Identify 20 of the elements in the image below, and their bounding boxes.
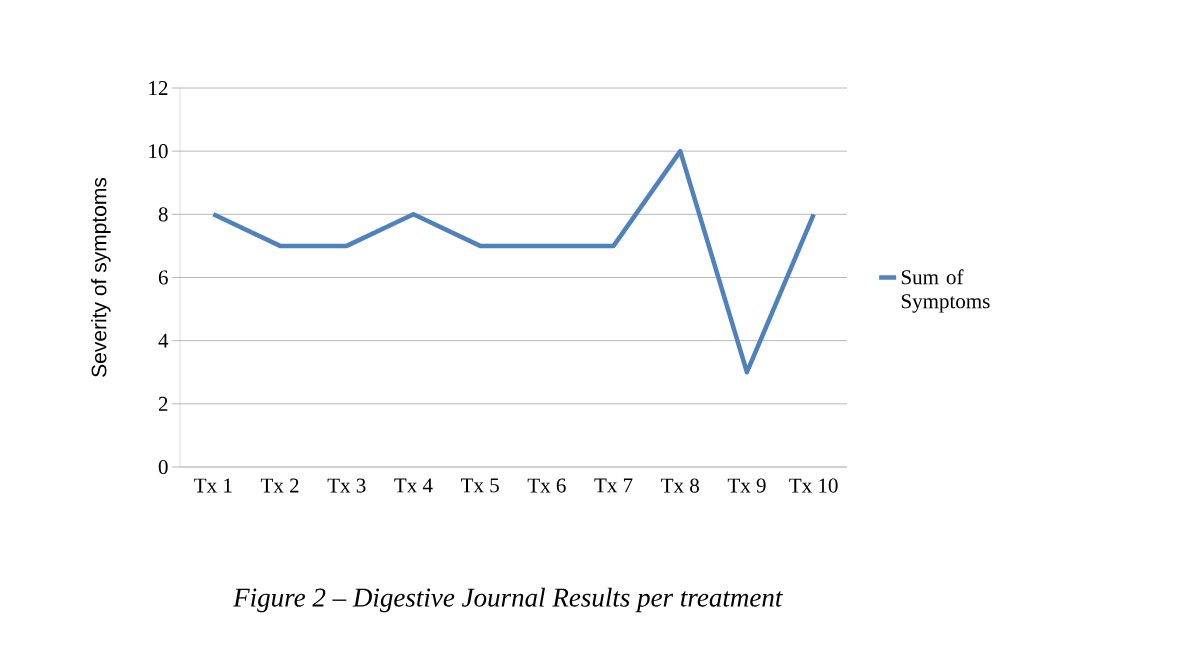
x-tick-label: Tx 1 bbox=[194, 478, 232, 493]
x-tick-label: Tx 2 bbox=[260, 478, 299, 493]
y-tick-label: 12 bbox=[149, 81, 168, 95]
y-tick-label: 6 bbox=[158, 270, 168, 285]
y-tick-label: 10 bbox=[149, 144, 168, 159]
y-tick-label: 4 bbox=[158, 333, 169, 348]
x-tick-label: Tx 3 bbox=[327, 478, 366, 493]
x-tick-label: Tx 8 bbox=[661, 478, 699, 493]
x-tick-label: Tx 5 bbox=[461, 478, 499, 493]
y-tick-label: 2 bbox=[158, 396, 168, 411]
legend-label: Sum of Symptoms bbox=[901, 269, 990, 313]
text: Figure 2 – Digestive Journal Results per treatment bbox=[233, 587, 783, 613]
x-tick-label: Tx 10 bbox=[789, 478, 838, 493]
y-axis-title: Severity of symptoms bbox=[91, 177, 111, 377]
x-tick-label: Tx 9 bbox=[727, 478, 766, 493]
x-tick-label: Tx 6 bbox=[527, 478, 566, 493]
y-tick-label: 8 bbox=[158, 207, 168, 222]
x-tick-label: Tx 4 bbox=[394, 478, 433, 493]
y-tick-label: 0 bbox=[158, 459, 168, 475]
x-tick-label: Tx 7 bbox=[594, 478, 633, 493]
